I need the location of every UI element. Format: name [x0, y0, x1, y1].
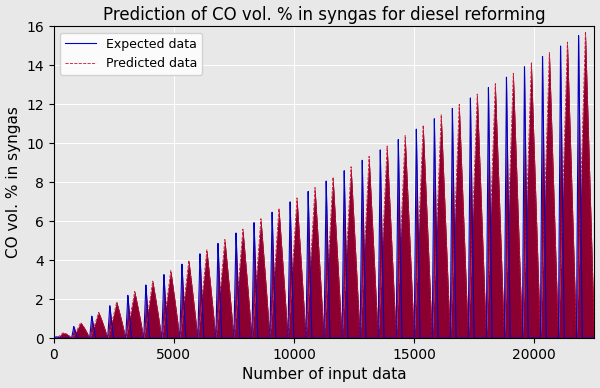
Predicted data	[531, 151, 538, 155]
Predicted data	[50, 336, 57, 341]
Expected data	[591, 336, 598, 341]
Legend: Expected data, Predicted data: Expected data, Predicted data	[60, 33, 202, 75]
Predicted data	[106, 328, 113, 333]
Expected data	[247, 336, 254, 341]
Predicted data	[211, 323, 218, 327]
Predicted data	[582, 29, 589, 34]
Expected data	[517, 336, 524, 341]
Expected data	[106, 304, 113, 309]
Predicted data	[247, 315, 254, 320]
Expected data	[278, 336, 285, 341]
Line: Expected data: Expected data	[53, 36, 595, 338]
Expected data	[211, 336, 218, 341]
Predicted data	[517, 291, 524, 295]
Expected data	[575, 33, 582, 38]
Expected data	[531, 336, 538, 341]
Y-axis label: CO vol. % in syngas: CO vol. % in syngas	[5, 106, 20, 258]
Predicted data	[278, 238, 285, 243]
X-axis label: Number of input data: Number of input data	[242, 367, 406, 383]
Predicted data	[591, 335, 598, 340]
Line: Predicted data: Predicted data	[53, 32, 595, 338]
Title: Prediction of CO vol. % in syngas for diesel reforming: Prediction of CO vol. % in syngas for di…	[103, 5, 545, 24]
Expected data	[50, 336, 57, 341]
